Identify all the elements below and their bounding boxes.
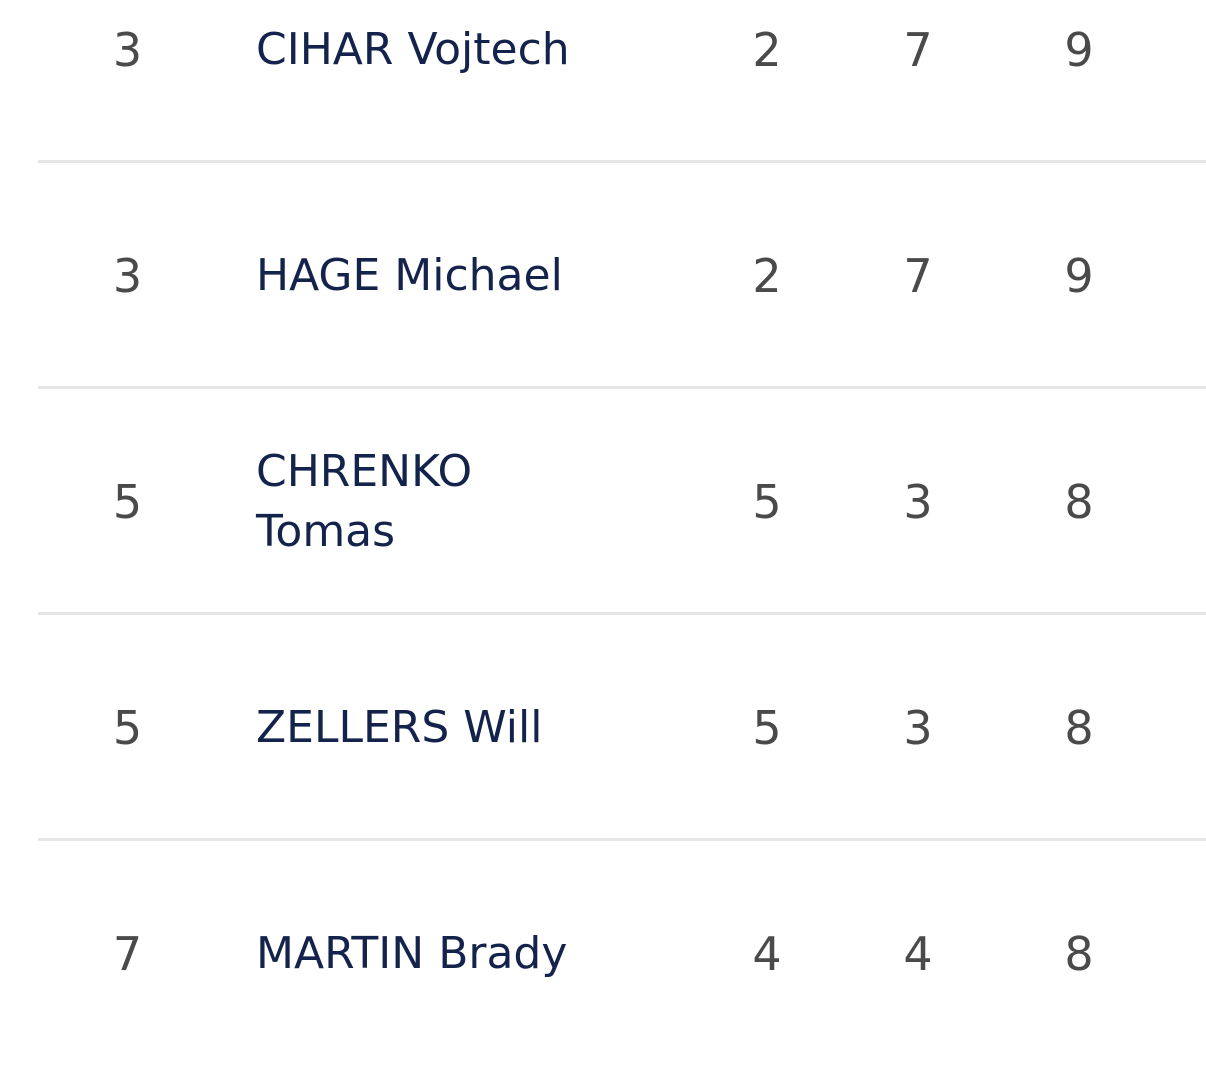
row-divider	[38, 386, 1206, 389]
rank-cell: 5	[112, 701, 143, 755]
scoring-leaders-table: 3 CIHAR Vojtech 2 7 9 3 HAGE Michael 2 7…	[0, 0, 1206, 981]
player-name-cell: ZELLERS Will	[256, 702, 543, 753]
player-name-cell: MARTIN Brady	[256, 928, 568, 979]
player-name-cell: CIHAR Vojtech	[256, 24, 570, 75]
rank-cell: 3	[112, 23, 143, 77]
points-cell: 9	[1064, 23, 1094, 77]
rank-cell: 3	[112, 249, 143, 303]
goals-cell: 4	[752, 927, 782, 981]
rank-cell: 5	[112, 475, 143, 529]
goals-cell: 2	[752, 249, 782, 303]
table-row[interactable]: 7 MARTIN Brady 4 4 8	[0, 841, 1206, 1067]
player-name-cell: HAGE Michael	[256, 250, 563, 301]
assists-cell: 3	[903, 475, 933, 529]
player-name-cell: CHRENKO Tomas	[256, 446, 473, 557]
assists-cell: 4	[903, 927, 933, 981]
assists-cell: 3	[903, 701, 933, 755]
row-divider	[38, 838, 1206, 841]
points-cell: 8	[1064, 475, 1094, 529]
points-cell: 8	[1064, 701, 1094, 755]
table-row[interactable]: 3 HAGE Michael 2 7 9	[0, 163, 1206, 389]
row-divider	[38, 160, 1206, 163]
goals-cell: 2	[752, 23, 782, 77]
points-cell: 9	[1064, 249, 1094, 303]
points-cell: 8	[1064, 927, 1094, 981]
row-divider	[38, 612, 1206, 615]
goals-cell: 5	[752, 701, 782, 755]
rank-cell: 7	[112, 927, 143, 981]
assists-cell: 7	[903, 249, 933, 303]
table-row[interactable]: 5 ZELLERS Will 5 3 8	[0, 615, 1206, 841]
table-row[interactable]: 3 CIHAR Vojtech 2 7 9	[0, 0, 1206, 163]
table-row[interactable]: 5 CHRENKO Tomas 5 3 8	[0, 389, 1206, 615]
goals-cell: 5	[752, 475, 782, 529]
assists-cell: 7	[903, 23, 933, 77]
